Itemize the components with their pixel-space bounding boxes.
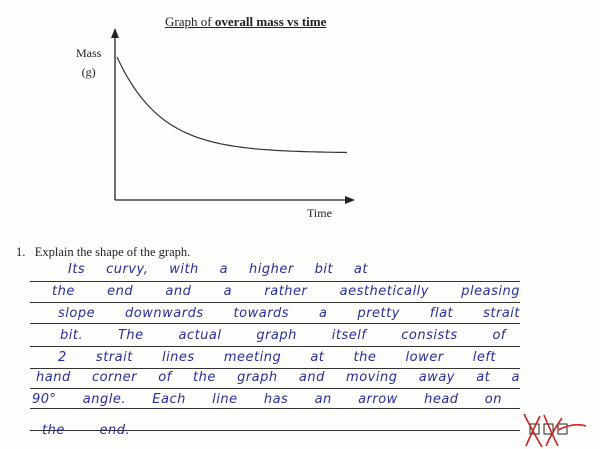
answer-line: slope downwards towards a pretty flat st… — [58, 306, 520, 321]
answer-line: the end and a rather aesthetically pleas… — [52, 284, 520, 299]
answer-rule — [30, 368, 520, 369]
y-axis-label: Mass (g) — [76, 44, 101, 82]
answer-line: 2 strait lines meeting at the lower left — [58, 350, 496, 365]
answer-rule — [30, 388, 520, 389]
question: 1. Explain the shape of the graph. — [16, 245, 190, 260]
answer-rule — [30, 281, 520, 282]
mark-box — [557, 423, 568, 435]
mass-time-graph — [111, 28, 355, 204]
answer-line: hand corner of the graph and moving away… — [36, 370, 520, 385]
question-text: Explain the shape of the graph. — [34, 245, 191, 259]
answer-line: Its curvy, with a higher bit at — [68, 262, 368, 277]
answer-line: bit. The actual graph itself consists of — [60, 328, 506, 343]
x-axis-arrowhead — [345, 196, 355, 204]
answer-rule — [30, 302, 520, 303]
y-axis-label-unit: (g) — [81, 65, 96, 79]
answer-rule — [30, 408, 520, 409]
question-number: 1. — [16, 245, 26, 259]
y-axis-label-mass: Mass — [76, 46, 102, 60]
answer-rule — [30, 430, 520, 431]
answer-line: 90° angle. Each line has an arrow head o… — [32, 392, 502, 407]
answer-rule — [30, 346, 520, 347]
chart-title: Graph of overall mass vs time — [165, 14, 326, 30]
red-cross-mark — [543, 414, 587, 447]
answer-line: the end. — [42, 423, 131, 438]
chart-title-plain: Graph of — [165, 14, 212, 29]
y-axis-arrowhead — [111, 28, 119, 38]
red-cross-mark — [523, 413, 543, 448]
chart-title-bold: overall mass vs time — [214, 14, 327, 29]
answer-rule — [30, 323, 520, 324]
x-axis-label: Time — [307, 206, 332, 220]
marking-boxes — [523, 413, 587, 448]
mass-curve — [116, 56, 348, 154]
